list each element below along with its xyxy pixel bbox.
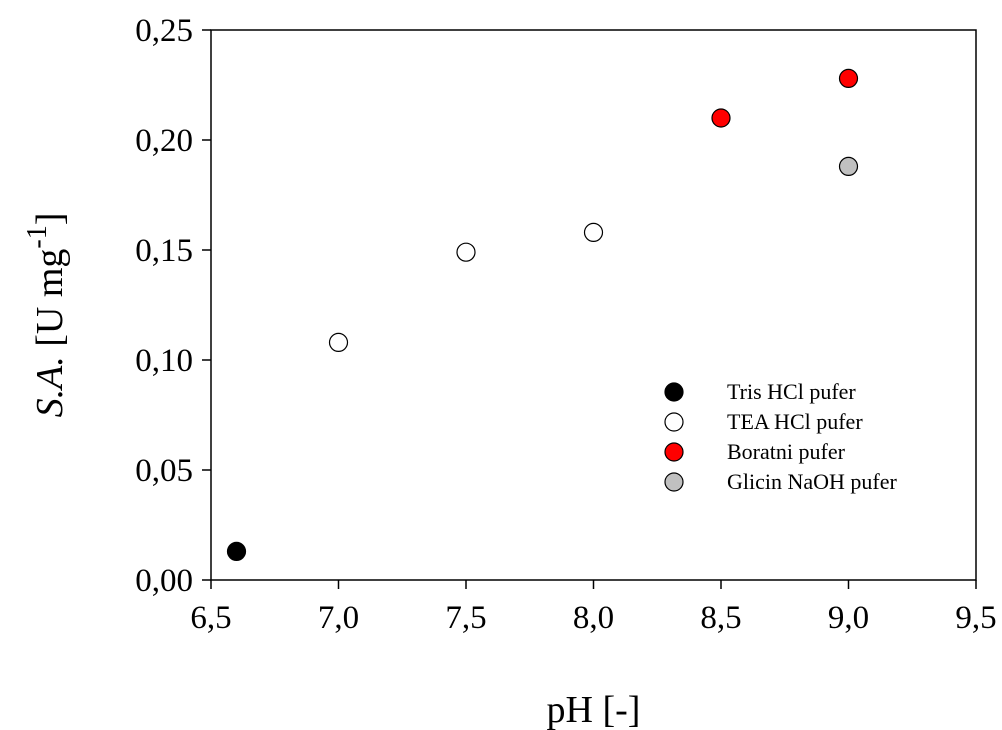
data-point [838, 156, 859, 176]
x-tick-label: 9,5 [955, 600, 996, 636]
y-axis-title-italic: S.A. [29, 356, 71, 417]
x-tick-label: 8,0 [573, 600, 614, 636]
y-tick-label: 0,05 [135, 453, 193, 489]
y-axis-title-main: [U mg [29, 249, 71, 357]
data-point [583, 222, 604, 242]
data-point [711, 108, 731, 128]
y-axis-title-close: ] [29, 213, 71, 226]
legend-marker [664, 472, 684, 492]
legend-label: Glicin NaOH pufer [727, 469, 898, 494]
legend-label: Boratni pufer [727, 439, 846, 464]
legend-marker [664, 442, 684, 462]
data-point [226, 541, 247, 562]
y-axis-title: S.A. [U mg-1] [22, 213, 71, 418]
x-tick-label: 7,5 [445, 600, 486, 636]
data-point [838, 68, 859, 89]
legend-label: TEA HCl pufer [727, 409, 863, 434]
plot-frame [210, 29, 977, 581]
data-points [226, 68, 859, 562]
legend-marker [664, 382, 684, 402]
data-point [328, 332, 349, 352]
legend-marker [664, 412, 684, 432]
y-tick-label: 0,00 [135, 563, 193, 599]
x-axis-title: pH [-] [547, 689, 641, 730]
y-tick-label: 0,25 [135, 13, 193, 49]
x-tick-label: 7,0 [318, 600, 359, 636]
y-tick-label: 0,15 [135, 233, 193, 269]
x-axis-ticks: 6,5 7,0 7,5 8,0 8,5 9,0 9,5 [190, 580, 997, 636]
x-tick-label: 8,5 [700, 600, 741, 636]
x-tick-label: 6,5 [190, 600, 231, 636]
data-point [456, 242, 476, 262]
y-tick-label: 0,20 [135, 123, 193, 159]
legend-label: Tris HCl pufer [727, 379, 856, 404]
y-tick-label: 0,10 [135, 343, 193, 379]
y-axis-ticks: 0,00 0,05 0,10 0,15 0,20 0,25 [135, 13, 211, 599]
x-tick-label: 9,0 [828, 600, 869, 636]
legend: Tris HCl pufer TEA HCl pufer Boratni pufer… [664, 379, 898, 494]
y-axis-title-superscript: -1 [22, 225, 53, 248]
